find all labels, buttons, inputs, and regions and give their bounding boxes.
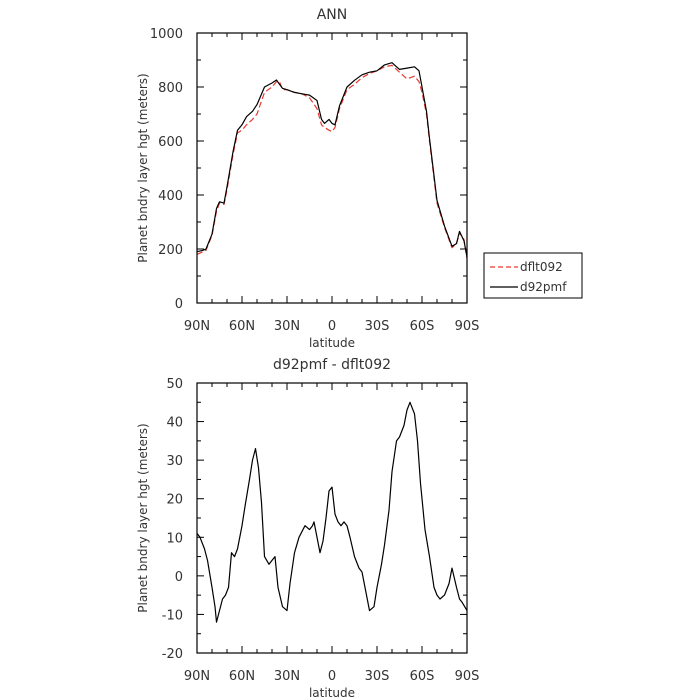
bottom-panel: d92pmf - dflt092 Planet bndry layer hgt (… xyxy=(136,357,479,700)
y-tick-label: 0 xyxy=(175,297,183,312)
x-tick-label: 30N xyxy=(274,319,300,334)
x-tick-label: 60S xyxy=(410,319,435,334)
plot-frame xyxy=(196,382,468,654)
y-tick-label: 600 xyxy=(158,135,183,150)
y-tick-label: 20 xyxy=(166,493,183,508)
x-tick-label: 30S xyxy=(365,319,390,334)
series-line-dflt092 xyxy=(196,64,468,259)
y-tick-label: 200 xyxy=(158,243,183,258)
chart-title: d92pmf - dflt092 xyxy=(273,357,391,373)
legend: dflt092 d92pmf xyxy=(483,252,583,299)
chart-title: ANN xyxy=(317,7,348,23)
x-tick-label: 0 xyxy=(328,669,336,684)
y-tick-label: 0 xyxy=(175,570,183,585)
x-tick-label: 90S xyxy=(455,319,480,334)
series-line-d92pmf xyxy=(196,62,468,258)
x-tick-label: 30N xyxy=(274,669,300,684)
x-tick-label: 60N xyxy=(229,319,255,334)
y-tick-label: 10 xyxy=(166,531,183,546)
x-axis-label: latitude xyxy=(309,336,355,350)
plot-frame xyxy=(196,32,468,304)
y-tick-label: -10 xyxy=(162,608,183,623)
y-tick-label: -20 xyxy=(162,647,183,662)
legend-box xyxy=(483,252,583,299)
x-tick-label: 90N xyxy=(184,319,210,334)
y-tick-label: 50 xyxy=(166,377,183,392)
x-tick-label: 60S xyxy=(410,669,435,684)
y-tick-label: 40 xyxy=(166,416,183,431)
x-tick-label: 30S xyxy=(365,669,390,684)
y-tick-label: 30 xyxy=(166,454,183,469)
series-line-series-0 xyxy=(196,401,468,623)
y-axis-label: Planet bndry layer hgt (meters) xyxy=(136,423,150,613)
legend-label-dflt092: dflt092 xyxy=(520,260,563,274)
x-tick-label: 0 xyxy=(328,319,336,334)
y-axis-label: Planet bndry layer hgt (meters) xyxy=(136,73,150,263)
x-axis-label: latitude xyxy=(309,686,355,700)
top-panel: ANN Planet bndry layer hgt (meters) latitu… xyxy=(136,7,583,350)
y-tick-label: 1000 xyxy=(150,27,183,42)
x-tick-label: 90N xyxy=(184,669,210,684)
y-tick-label: 800 xyxy=(158,81,183,96)
legend-label-d92pmf: d92pmf xyxy=(520,280,567,294)
x-tick-label: 90S xyxy=(455,669,480,684)
y-tick-label: 400 xyxy=(158,189,183,204)
x-tick-label: 60N xyxy=(229,669,255,684)
